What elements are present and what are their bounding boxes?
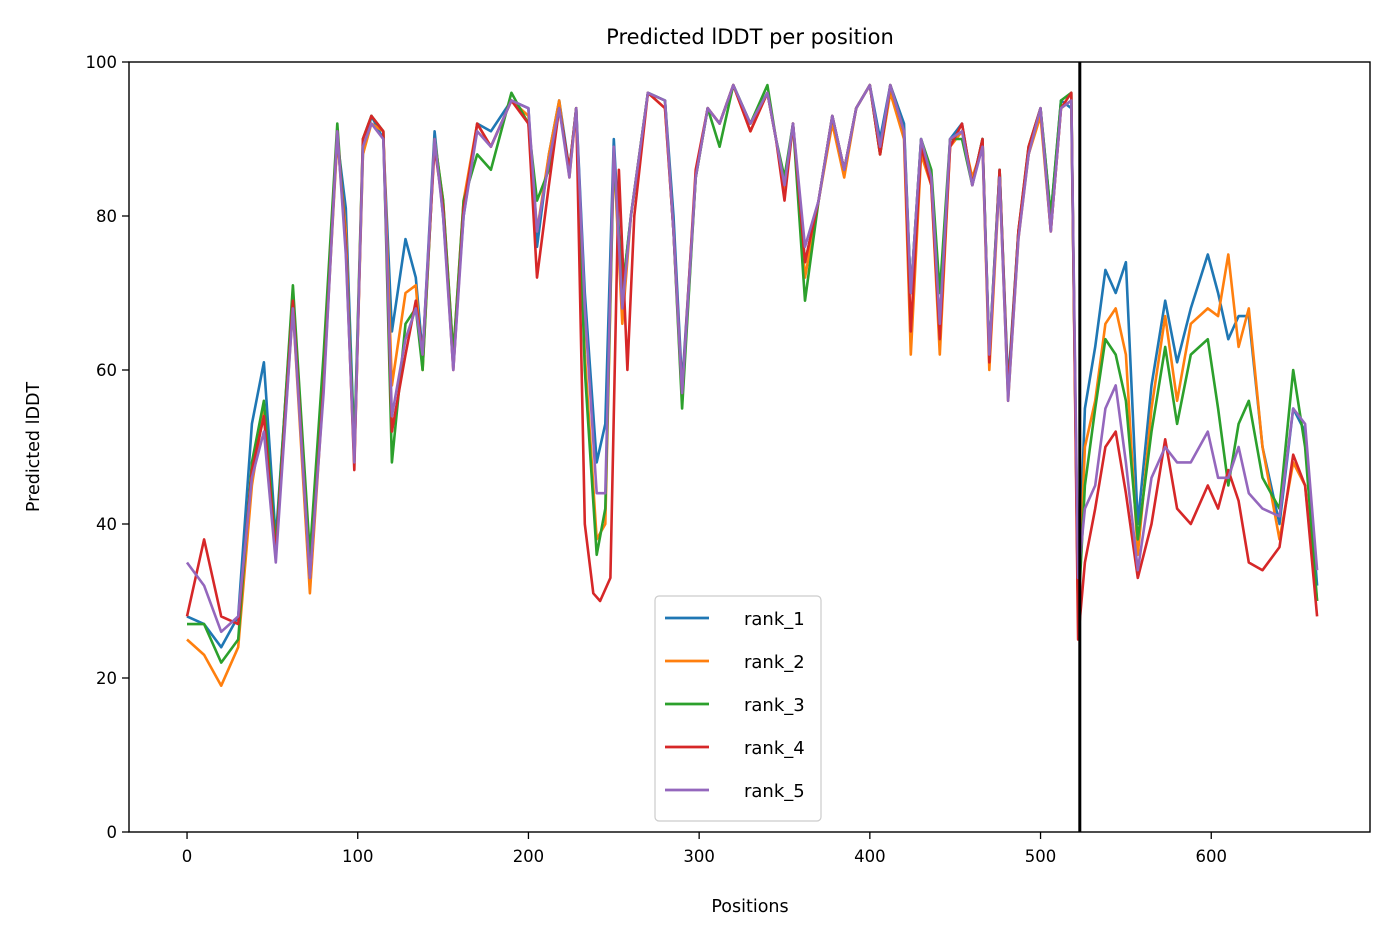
y-tick-label: 40 [96, 515, 117, 534]
x-tick-label: 200 [513, 847, 545, 866]
y-tick-label: 0 [107, 823, 118, 842]
y-axis-label: Predicted lDDT [24, 382, 44, 513]
legend-box [654, 595, 822, 822]
plot-frame [128, 61, 1371, 833]
x-axis: 0 100 200 300 400 500 600 [182, 832, 1227, 866]
x-tick-label: 400 [854, 847, 886, 866]
y-tick-label: 20 [96, 669, 117, 688]
legend-label-rank-2: rank_2 [744, 652, 805, 673]
y-tick-label: 80 [96, 207, 117, 226]
x-tick-label: 500 [1025, 847, 1057, 866]
y-tick-label: 100 [86, 53, 118, 72]
series-line-rank-5 [185, 83, 1319, 634]
x-tick-label: 300 [683, 847, 715, 866]
x-tick-label: 600 [1195, 847, 1227, 866]
legend-label-rank-1: rank_1 [744, 609, 805, 630]
x-tick-label: 100 [342, 847, 374, 866]
x-axis-label: Positions [711, 897, 788, 917]
legend-label-rank-3: rank_3 [744, 695, 805, 716]
x-tick-label: 0 [182, 847, 193, 866]
y-tick-label: 60 [96, 361, 117, 380]
legend-label-rank-4: rank_4 [744, 738, 805, 759]
series-layer [185, 83, 1319, 687]
legend-label-rank-5: rank_5 [744, 781, 805, 802]
y-axis: 0 20 40 60 80 100 [86, 53, 129, 842]
legend: rank_1 rank_2 rank_3 rank_4 rank_5 [654, 595, 822, 822]
chart-title: Predicted lDDT per position [606, 25, 894, 49]
